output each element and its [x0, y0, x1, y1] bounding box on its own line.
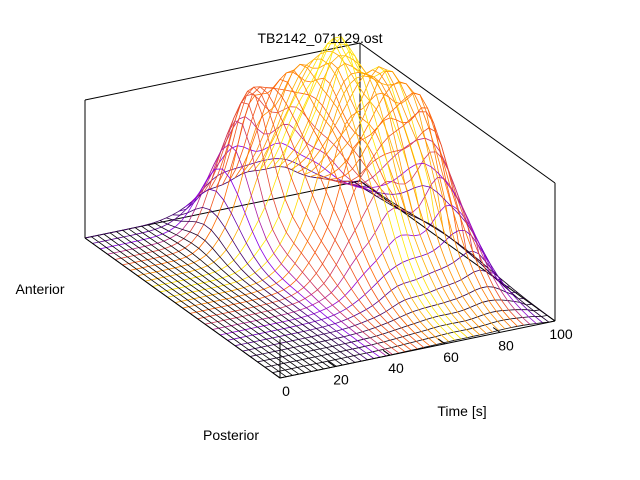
- surface-column-line: [209, 90, 406, 353]
- surface-column-line: [272, 43, 468, 338]
- surface-column-line: [334, 137, 531, 325]
- y-axis-line: [84, 237, 281, 379]
- x-tick-label: 100: [549, 326, 573, 342]
- surface-row-line: [122, 86, 398, 266]
- x-tick-label: 0: [282, 383, 290, 399]
- surface-column-line: [291, 71, 487, 334]
- surface-column-line: [347, 180, 543, 323]
- x-tick-mark: [327, 361, 336, 368]
- surface-column-line: [222, 86, 418, 350]
- surface-column-line: [322, 92, 518, 327]
- x-tick-label: 40: [388, 360, 404, 376]
- surface-column-line: [178, 188, 375, 359]
- surface-column-line: [316, 81, 512, 328]
- surface-row-line: [129, 71, 406, 271]
- surface-mesh: [84, 36, 556, 379]
- surface-column-line: [134, 227, 331, 368]
- surface-column-line: [147, 224, 343, 366]
- x-tick-mark: [272, 372, 281, 379]
- x-axis-label: Time [s]: [437, 403, 486, 419]
- x-tick-label: 60: [443, 349, 459, 365]
- x-tick-mark: [437, 338, 446, 345]
- surface-column-line: [184, 168, 381, 358]
- surface-column-line: [215, 86, 412, 351]
- surface-column-line: [353, 181, 550, 323]
- surface-column-line: [328, 111, 525, 326]
- surface-column-line: [159, 220, 356, 363]
- surface-column-line: [116, 231, 312, 372]
- surface-column-line: [278, 55, 475, 337]
- surface-column-line: [128, 228, 325, 370]
- surface-column-line: [265, 36, 462, 340]
- x-axis-ticks: 0 20 40 60 80 100: [272, 315, 573, 399]
- surface-column-line: [166, 217, 362, 362]
- surface-column-line: [97, 235, 293, 376]
- surface-column-line: [297, 69, 493, 333]
- x-tick-label: 20: [333, 372, 349, 388]
- x-tick-mark: [547, 315, 556, 322]
- surface-column-line: [234, 78, 431, 347]
- surface-column-line: [103, 233, 300, 375]
- y-axis-label-far: Anterior: [15, 281, 64, 297]
- surface-row-line: [219, 204, 496, 336]
- surface-column-line: [91, 236, 287, 378]
- surface-column-line: [228, 87, 425, 348]
- surface-row-line: [107, 116, 383, 255]
- surface-column-line: [259, 43, 456, 341]
- surface-column-line: [341, 162, 537, 324]
- y-axis-label-near: Posterior: [203, 427, 259, 443]
- x-axis-line: [279, 320, 556, 379]
- surface-column-line: [247, 63, 443, 344]
- chart-title: TB2142_071129.ost: [257, 30, 382, 46]
- surface-column-line: [303, 66, 500, 331]
- surface-column-line: [284, 62, 481, 336]
- surface-column-line: [203, 101, 400, 354]
- x-tick-label: 80: [498, 337, 514, 353]
- surface-column-line: [122, 229, 318, 371]
- surface-column-line: [191, 143, 387, 357]
- x-tick-mark: [492, 327, 501, 333]
- box-edge: [84, 42, 361, 101]
- surface-column-line: [109, 232, 306, 374]
- box-edge: [359, 42, 556, 184]
- surface-column-line: [172, 206, 368, 361]
- surface-column-line: [197, 120, 393, 355]
- axes-box-front: [84, 237, 556, 379]
- surface-column-line: [309, 71, 506, 330]
- surface-column-line: [141, 225, 337, 367]
- x-tick-mark: [382, 349, 391, 356]
- surface-column-line: [153, 222, 350, 365]
